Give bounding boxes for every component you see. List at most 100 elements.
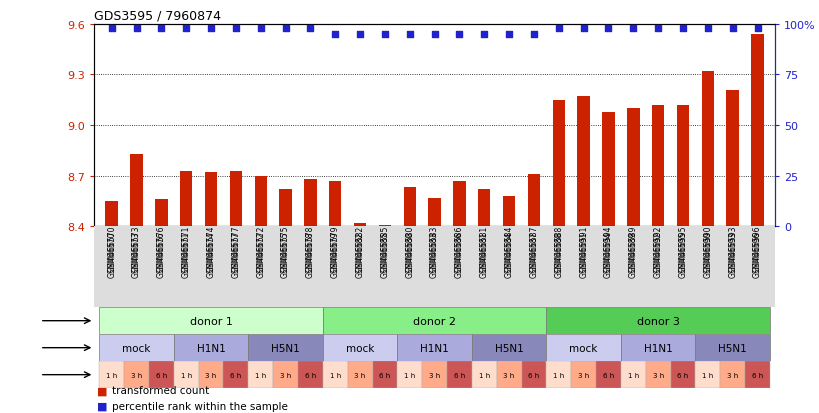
Point (601, 26, 614, 32)
Text: GSM466590: GSM466590 (703, 231, 712, 277)
Bar (750, 35, 762, 227)
Text: donor 3: donor 3 (636, 316, 679, 326)
Text: 6 h: 6 h (602, 372, 613, 378)
Point (378, 31, 391, 38)
Point (502, 31, 515, 38)
Text: H5N1: H5N1 (494, 343, 523, 353)
Bar (198, 361, 224, 388)
Point (278, 26, 292, 32)
Bar (323, 335, 397, 361)
Text: 1 h: 1 h (404, 372, 415, 378)
Text: transformed count: transformed count (111, 385, 209, 395)
Text: H1N1: H1N1 (643, 343, 672, 353)
Bar (224, 361, 248, 388)
Text: GSM466571: GSM466571 (182, 231, 191, 277)
Bar (695, 361, 719, 388)
Text: GSM466572: GSM466572 (256, 231, 265, 277)
Point (452, 31, 465, 38)
Bar (552, 100, 564, 227)
Bar (471, 361, 496, 388)
Text: 6 h: 6 h (156, 372, 167, 378)
Point (551, 26, 564, 32)
Point (129, 26, 143, 32)
Bar (323, 361, 347, 388)
Text: GSM466591: GSM466591 (578, 231, 587, 277)
Text: GSM466570: GSM466570 (107, 231, 116, 277)
Text: GSM466577: GSM466577 (231, 231, 240, 277)
Bar (695, 335, 769, 361)
Text: mock: mock (568, 343, 597, 353)
Bar (397, 335, 471, 361)
Text: donor 2: donor 2 (413, 316, 455, 326)
Bar (428, 198, 441, 227)
Bar (545, 361, 571, 388)
Bar (620, 361, 645, 388)
Text: GSM466585: GSM466585 (380, 231, 389, 277)
Text: GSM466581: GSM466581 (479, 231, 488, 277)
Bar (106, 202, 118, 227)
Text: GSM466576: GSM466576 (156, 231, 165, 277)
Bar (545, 335, 620, 361)
Point (676, 26, 689, 32)
Bar (149, 361, 174, 388)
Text: GSM466589: GSM466589 (628, 231, 637, 277)
Bar (545, 307, 769, 335)
Text: H1N1: H1N1 (197, 343, 225, 353)
Bar (323, 307, 545, 335)
Point (254, 26, 267, 32)
Bar (627, 109, 639, 227)
Bar (726, 90, 738, 227)
Text: 6 h: 6 h (453, 372, 464, 378)
Text: GSM466579: GSM466579 (330, 231, 339, 277)
Text: 6 h: 6 h (379, 372, 390, 378)
Text: 1 h: 1 h (255, 372, 266, 378)
Bar (744, 361, 769, 388)
Text: 6 h: 6 h (305, 372, 315, 378)
Text: GSM466580: GSM466580 (405, 231, 414, 277)
Text: 1 h: 1 h (180, 372, 192, 378)
Point (428, 31, 441, 38)
Text: 1 h: 1 h (329, 372, 341, 378)
Bar (180, 171, 192, 227)
Bar (651, 106, 663, 227)
Text: 1 h: 1 h (553, 372, 563, 378)
Point (179, 26, 192, 32)
Point (726, 26, 739, 32)
Text: GSM466587: GSM466587 (529, 231, 538, 277)
Bar (155, 200, 167, 227)
Text: GSM466584: GSM466584 (504, 231, 513, 277)
Bar (174, 335, 248, 361)
Text: GSM466588: GSM466588 (554, 231, 563, 277)
Text: GSM466596: GSM466596 (752, 231, 761, 277)
Text: 1 h: 1 h (478, 372, 489, 378)
Point (527, 31, 540, 38)
Text: donor 1: donor 1 (189, 316, 233, 326)
Bar (304, 180, 316, 227)
Bar (645, 361, 670, 388)
Text: GSM466574: GSM466574 (206, 231, 215, 277)
Text: 3 h: 3 h (206, 372, 216, 378)
Bar (372, 361, 397, 388)
Bar (297, 361, 323, 388)
Bar (248, 361, 273, 388)
Text: 1 h: 1 h (106, 372, 117, 378)
Point (155, 26, 168, 32)
Text: GSM466583: GSM466583 (430, 231, 438, 277)
Bar (571, 361, 595, 388)
Text: H1N1: H1N1 (419, 343, 449, 353)
Bar (403, 188, 415, 227)
Point (105, 26, 118, 32)
Bar (273, 361, 297, 388)
Bar (99, 361, 124, 388)
Text: GSM466578: GSM466578 (305, 231, 314, 277)
Text: 3 h: 3 h (428, 372, 440, 378)
Text: 3 h: 3 h (131, 372, 142, 378)
Point (577, 26, 590, 32)
Text: 6 h: 6 h (230, 372, 242, 378)
Bar (174, 361, 198, 388)
Text: GDS3595 / 7960874: GDS3595 / 7960874 (94, 9, 221, 22)
Bar (248, 335, 323, 361)
Bar (130, 154, 143, 227)
Bar (477, 190, 490, 227)
Bar (527, 175, 540, 227)
